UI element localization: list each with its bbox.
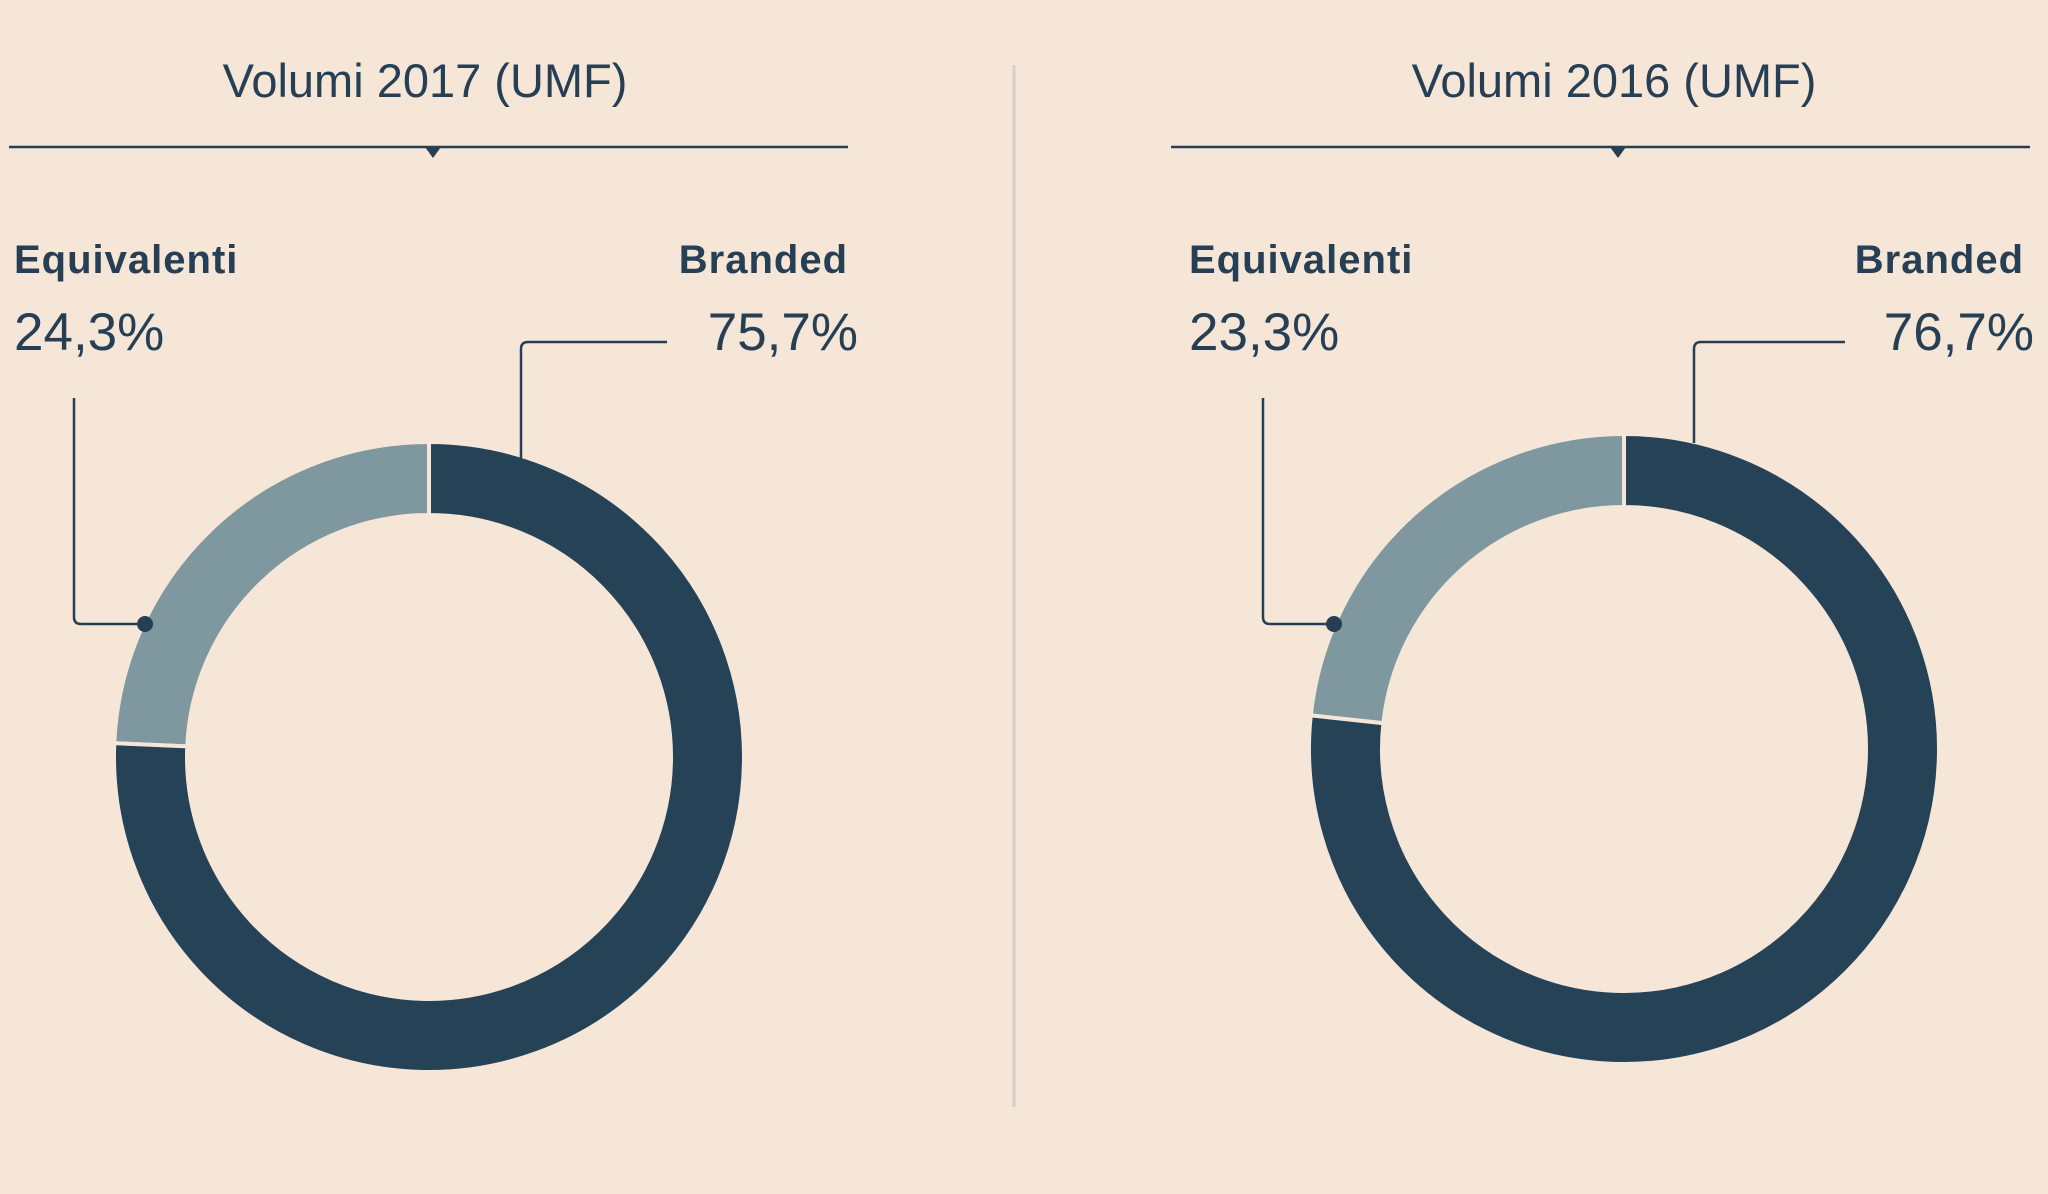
chart-2017-title: Volumi 2017 (UMF) (223, 54, 628, 107)
chart-2017-branded-label: Branded (679, 238, 848, 282)
chart-2016-branded-leader (1692, 340, 1845, 443)
chart-2017-branded-leader (519, 340, 667, 458)
chart-2016-title-pointer (1610, 147, 1626, 158)
chart-2017-equivalenti-label: Equivalenti (14, 238, 238, 282)
chart-2017-title-pointer (425, 147, 441, 158)
chart-2017-slice-equivalenti (112, 439, 431, 749)
chart-2016-slice-branded (1307, 431, 1941, 1066)
chart-2017-branded-value: 75,7% (708, 303, 858, 362)
chart-2016-donut (1307, 431, 1941, 1066)
chart-2017: Volumi 2017 (UMF) Equivalenti 24,3% Bran… (9, 54, 858, 1074)
chart-2017-slice-branded (112, 439, 746, 1074)
chart-2016-equivalenti-leader-dot (1326, 616, 1342, 632)
chart-2016-branded-value: 76,7% (1884, 303, 2034, 362)
chart-2016-title: Volumi 2016 (UMF) (1412, 54, 1817, 107)
chart-2017-equivalenti-value: 24,3% (14, 303, 164, 362)
chart-2016: Volumi 2016 (UMF) Equivalenti 23,3% Bran… (1171, 54, 2034, 1066)
chart-2016-equivalenti-value: 23,3% (1189, 303, 1339, 362)
chart-2017-equivalenti-leader (72, 398, 145, 626)
chart-2017-equivalenti-leader-dot (137, 616, 153, 632)
chart-2016-equivalenti-label: Equivalenti (1189, 238, 1413, 282)
chart-2016-branded-label: Branded (1855, 238, 2024, 282)
chart-2017-donut (112, 439, 746, 1074)
chart-2016-slice-equivalenti (1308, 431, 1626, 726)
chart-2016-equivalenti-leader (1261, 398, 1334, 626)
